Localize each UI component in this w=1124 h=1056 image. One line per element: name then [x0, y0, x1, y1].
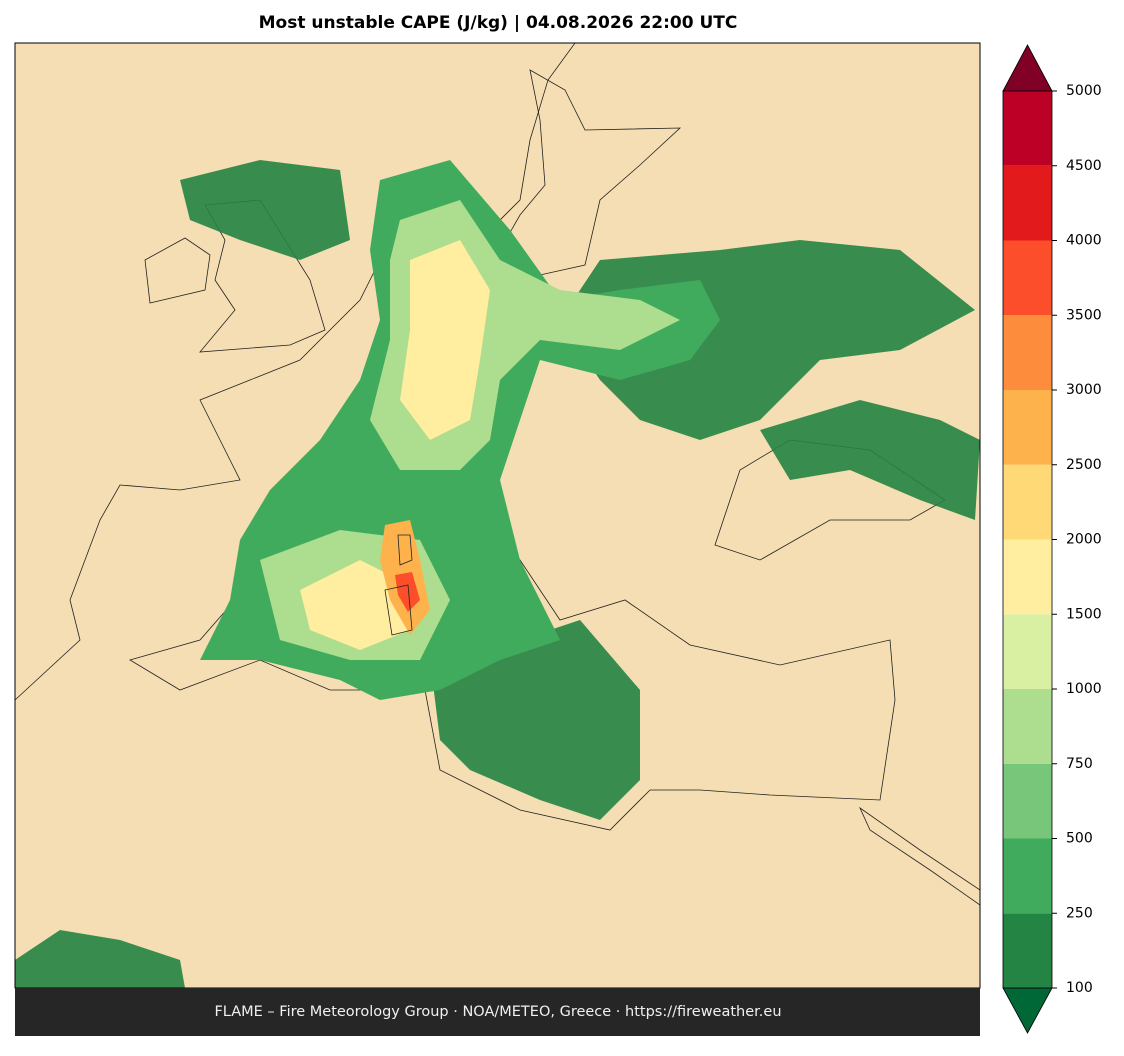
colorbar-segment [1003, 539, 1052, 615]
cape-yellow [300, 240, 490, 650]
red-sea [859, 806, 980, 906]
colorbar-segment [1003, 240, 1052, 316]
baltic [499, 69, 682, 276]
footer-bar [15, 988, 980, 1036]
map: FLAME – Fire Meteorology Group · NOA/MET… [14, 42, 981, 1036]
colorbar-segment [1003, 689, 1052, 764]
colorbar-tick-label: 1000 [1066, 681, 1102, 697]
colorbar-tick-label: 5000 [1066, 83, 1102, 99]
colorbar-over [1002, 44, 1053, 92]
colorbar-tick-label: 3500 [1066, 307, 1102, 323]
cape-light [260, 200, 680, 660]
colorbar-under [1002, 987, 1053, 1034]
colorbar-segment [1003, 91, 1052, 166]
ireland [144, 237, 211, 304]
colorbar-tick-label: 250 [1066, 905, 1093, 921]
cape-red [395, 572, 420, 612]
colorbar-segment [1003, 763, 1052, 839]
colorbar-tick-label: 1500 [1066, 606, 1102, 622]
colorbar-tick-label: 100 [1066, 980, 1093, 996]
footer: FLAME – Fire Meteorology Group · NOA/MET… [214, 1004, 781, 1020]
colorbar: 100 250 500 750 1000 1500 2000 2500 3000 3500 4000… [1002, 44, 1102, 1034]
sardinia-corsica [384, 534, 413, 636]
colorbar-tick-label: 2000 [1066, 532, 1102, 548]
colorbar-segment [1003, 390, 1052, 465]
colorbar-segment [1003, 913, 1052, 988]
colorbar-tick-label: 500 [1066, 831, 1093, 847]
colorbar-segment [1003, 838, 1052, 914]
cape-green-dark [15, 160, 980, 988]
colorbar-segment [1003, 464, 1052, 540]
colorbar-tick-label: 4000 [1066, 233, 1102, 249]
colorbar-segment [1003, 165, 1052, 241]
colorbar-tick-label: 4500 [1066, 158, 1102, 174]
title: Most unstable CAPE (J/kg) | 04.08.2026 2… [259, 13, 738, 33]
colorbar-segment [1003, 315, 1052, 390]
atlantic [15, 43, 576, 701]
colorbar-tick-label: 750 [1066, 756, 1093, 772]
colorbar-tick-label: 3000 [1066, 382, 1102, 398]
colorbar-tick-label: 2500 [1066, 457, 1102, 473]
colorbar-segment [1003, 614, 1052, 689]
